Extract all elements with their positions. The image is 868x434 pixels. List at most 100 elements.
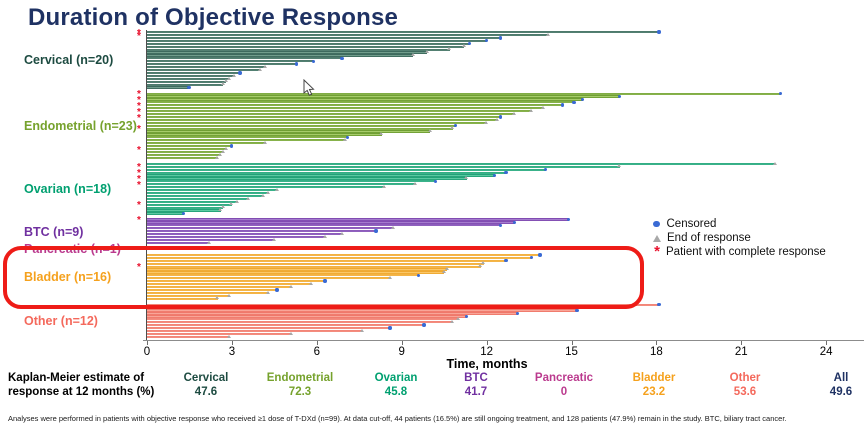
complete-response-asterisk-icon: * xyxy=(137,95,141,107)
response-bar xyxy=(147,48,450,51)
response-bar xyxy=(147,283,312,286)
end-of-response-triangle-icon xyxy=(382,184,387,188)
end-of-response-triangle-icon xyxy=(215,296,220,300)
km-column-name: Pancreatic xyxy=(534,372,594,384)
response-bar xyxy=(147,259,507,262)
response-bar xyxy=(147,191,269,195)
response-bar xyxy=(147,168,546,171)
response-bar xyxy=(147,277,391,280)
complete-response-asterisk-icon: * xyxy=(137,124,141,136)
km-column-name: Ovarian xyxy=(374,372,418,384)
km-column-value: 0 xyxy=(560,386,568,398)
complete-response-asterisk-icon: * xyxy=(137,174,141,186)
censored-dot-icon xyxy=(388,326,392,330)
complete-response-asterisk-icon: * xyxy=(137,180,141,191)
response-bar xyxy=(147,45,464,48)
complete-response-asterisk-icon: * xyxy=(137,27,141,39)
response-bar xyxy=(147,31,660,34)
end-of-response-triangle-icon xyxy=(246,196,251,200)
censored-dot-icon xyxy=(422,323,426,327)
response-bar xyxy=(147,171,507,174)
response-bar xyxy=(147,127,453,130)
km-column-value: 41.7 xyxy=(464,386,488,398)
end-of-response-triangle-icon xyxy=(266,290,271,294)
censored-dot-icon xyxy=(229,144,234,148)
response-bar xyxy=(147,57,343,60)
response-bar xyxy=(147,285,292,289)
axis-tick-label: 3 xyxy=(228,346,236,358)
bladder-highlight-annotation xyxy=(3,246,644,309)
response-bar xyxy=(147,156,218,159)
censored-dot-icon xyxy=(538,253,542,257)
response-bar xyxy=(147,297,218,300)
end-of-response-triangle-icon xyxy=(427,129,432,133)
response-bar xyxy=(147,186,385,189)
censored-dot-icon xyxy=(484,39,488,43)
km-column-name: Endometrial xyxy=(266,372,334,384)
censored-dot-icon xyxy=(515,311,520,316)
end-of-response-triangle-icon xyxy=(220,205,225,209)
response-bar xyxy=(147,110,532,113)
response-bar xyxy=(147,268,447,271)
response-bar xyxy=(147,329,363,333)
response-bar xyxy=(147,68,261,72)
response-bar xyxy=(147,51,428,54)
end-of-response-triangle-icon xyxy=(260,193,265,197)
censored-dot-icon xyxy=(512,220,517,225)
response-bar xyxy=(147,274,419,277)
response-bar xyxy=(147,218,569,221)
response-bar xyxy=(147,145,232,148)
response-bar xyxy=(147,63,297,66)
response-bar xyxy=(147,291,269,294)
end-of-response-triangle-icon xyxy=(223,146,228,150)
end-of-response-triangle-icon xyxy=(772,161,777,165)
response-bar xyxy=(147,136,348,139)
response-bar xyxy=(147,92,781,95)
response-bar xyxy=(147,241,210,244)
complete-response-asterisk-icon: * xyxy=(137,89,141,101)
censored-dot-icon xyxy=(323,279,327,283)
response-bar xyxy=(147,71,241,75)
response-bar xyxy=(147,200,238,203)
complete-response-asterisk-icon: * xyxy=(137,162,141,174)
response-bar xyxy=(147,212,184,215)
legend-label: End of response xyxy=(667,232,751,244)
response-bar xyxy=(147,147,227,151)
response-bar xyxy=(147,265,481,268)
end-of-response-triangle-icon xyxy=(390,225,395,229)
complete-response-asterisk-icon: * xyxy=(137,168,141,180)
end-of-response-triangle-icon xyxy=(263,64,268,68)
response-bar xyxy=(147,54,413,57)
response-bar xyxy=(147,162,776,165)
censored-dot-icon xyxy=(561,103,565,107)
censored-dot-icon xyxy=(187,85,191,90)
end-of-response-triangle-icon xyxy=(226,334,231,338)
censored-dot-icon xyxy=(374,229,378,233)
response-bar xyxy=(147,77,230,80)
end-of-response-triangle-icon xyxy=(447,47,452,51)
legend-item-censored: Censored xyxy=(652,217,826,231)
km-column-name: Other xyxy=(729,372,761,384)
axis-tick-label: 6 xyxy=(313,346,320,358)
mouse-cursor-icon xyxy=(303,79,315,96)
response-bar xyxy=(147,130,430,133)
end-of-response-triangle-icon xyxy=(478,264,483,268)
response-bar xyxy=(147,324,425,327)
end-of-response-triangle-icon xyxy=(308,281,313,285)
end-of-response-triangle-icon xyxy=(288,331,293,335)
km-column-name: All xyxy=(833,372,849,384)
legend-item-end-of-response: End of response xyxy=(652,231,826,245)
group-label-other: Other (n=12) xyxy=(24,314,98,329)
response-bar xyxy=(147,221,515,224)
axis-tick xyxy=(401,341,403,345)
response-bar xyxy=(147,194,263,198)
axis-tick xyxy=(656,341,658,345)
footnote: Analyses were performed in patients with… xyxy=(8,414,787,423)
legend-label: Patient with complete response xyxy=(666,246,826,258)
end-of-response-triangle-icon xyxy=(481,261,486,265)
km-column-name: Bladder xyxy=(632,372,676,384)
response-bar xyxy=(147,294,230,297)
response-bar xyxy=(147,107,544,110)
response-bar xyxy=(147,209,221,212)
response-bar xyxy=(147,142,266,145)
